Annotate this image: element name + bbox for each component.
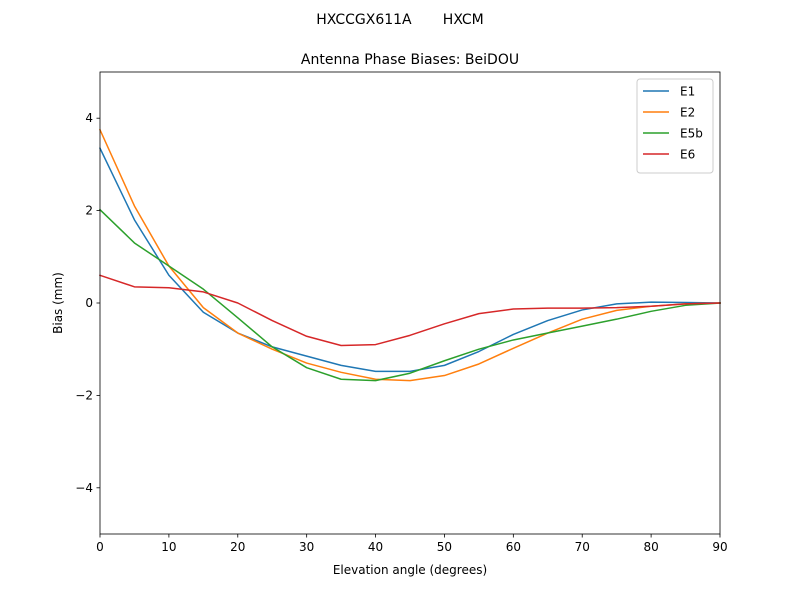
x-tick-label: 90 xyxy=(712,540,727,554)
x-tick-label: 40 xyxy=(368,540,383,554)
legend-label-e5b: E5b xyxy=(680,127,703,141)
x-tick-label: 70 xyxy=(575,540,590,554)
y-tick-label: 0 xyxy=(85,296,93,310)
x-tick-label: 30 xyxy=(299,540,314,554)
x-axis-label: Elevation angle (degrees) xyxy=(333,563,487,577)
plot-area: 0 10 20 30 40 50 60 70 80 90 −4 −2 0 2 4 xyxy=(75,71,728,554)
y-axis-label: Bias (mm) xyxy=(51,272,65,334)
x-tick-label: 50 xyxy=(437,540,452,554)
series-line-e6 xyxy=(99,274,721,347)
series-line-e5b xyxy=(98,208,721,382)
series-line-e2 xyxy=(99,128,721,382)
legend-box xyxy=(636,78,714,174)
series-line-e1 xyxy=(98,147,721,373)
chart-legend: E1 E2 E5b E6 xyxy=(636,78,714,174)
chart-title: Antenna Phase Biases: BeiDOU xyxy=(301,52,519,68)
legend-label-e6: E6 xyxy=(680,148,695,162)
y-tick-label: −4 xyxy=(75,481,93,495)
x-tick-label: 20 xyxy=(230,540,245,554)
x-tick-label: 60 xyxy=(506,540,521,554)
x-tick-label: 10 xyxy=(161,540,176,554)
x-tick-label: 0 xyxy=(96,540,104,554)
y-tick-label: −2 xyxy=(75,388,93,402)
y-tick-label: 2 xyxy=(85,204,93,218)
legend-label-e1: E1 xyxy=(680,85,695,99)
x-tick-label: 80 xyxy=(643,540,658,554)
figure-suptitle: HXCCGX611A HXCM xyxy=(316,12,484,28)
legend-label-e2: E2 xyxy=(680,106,695,120)
y-tick-label: 4 xyxy=(85,111,93,125)
